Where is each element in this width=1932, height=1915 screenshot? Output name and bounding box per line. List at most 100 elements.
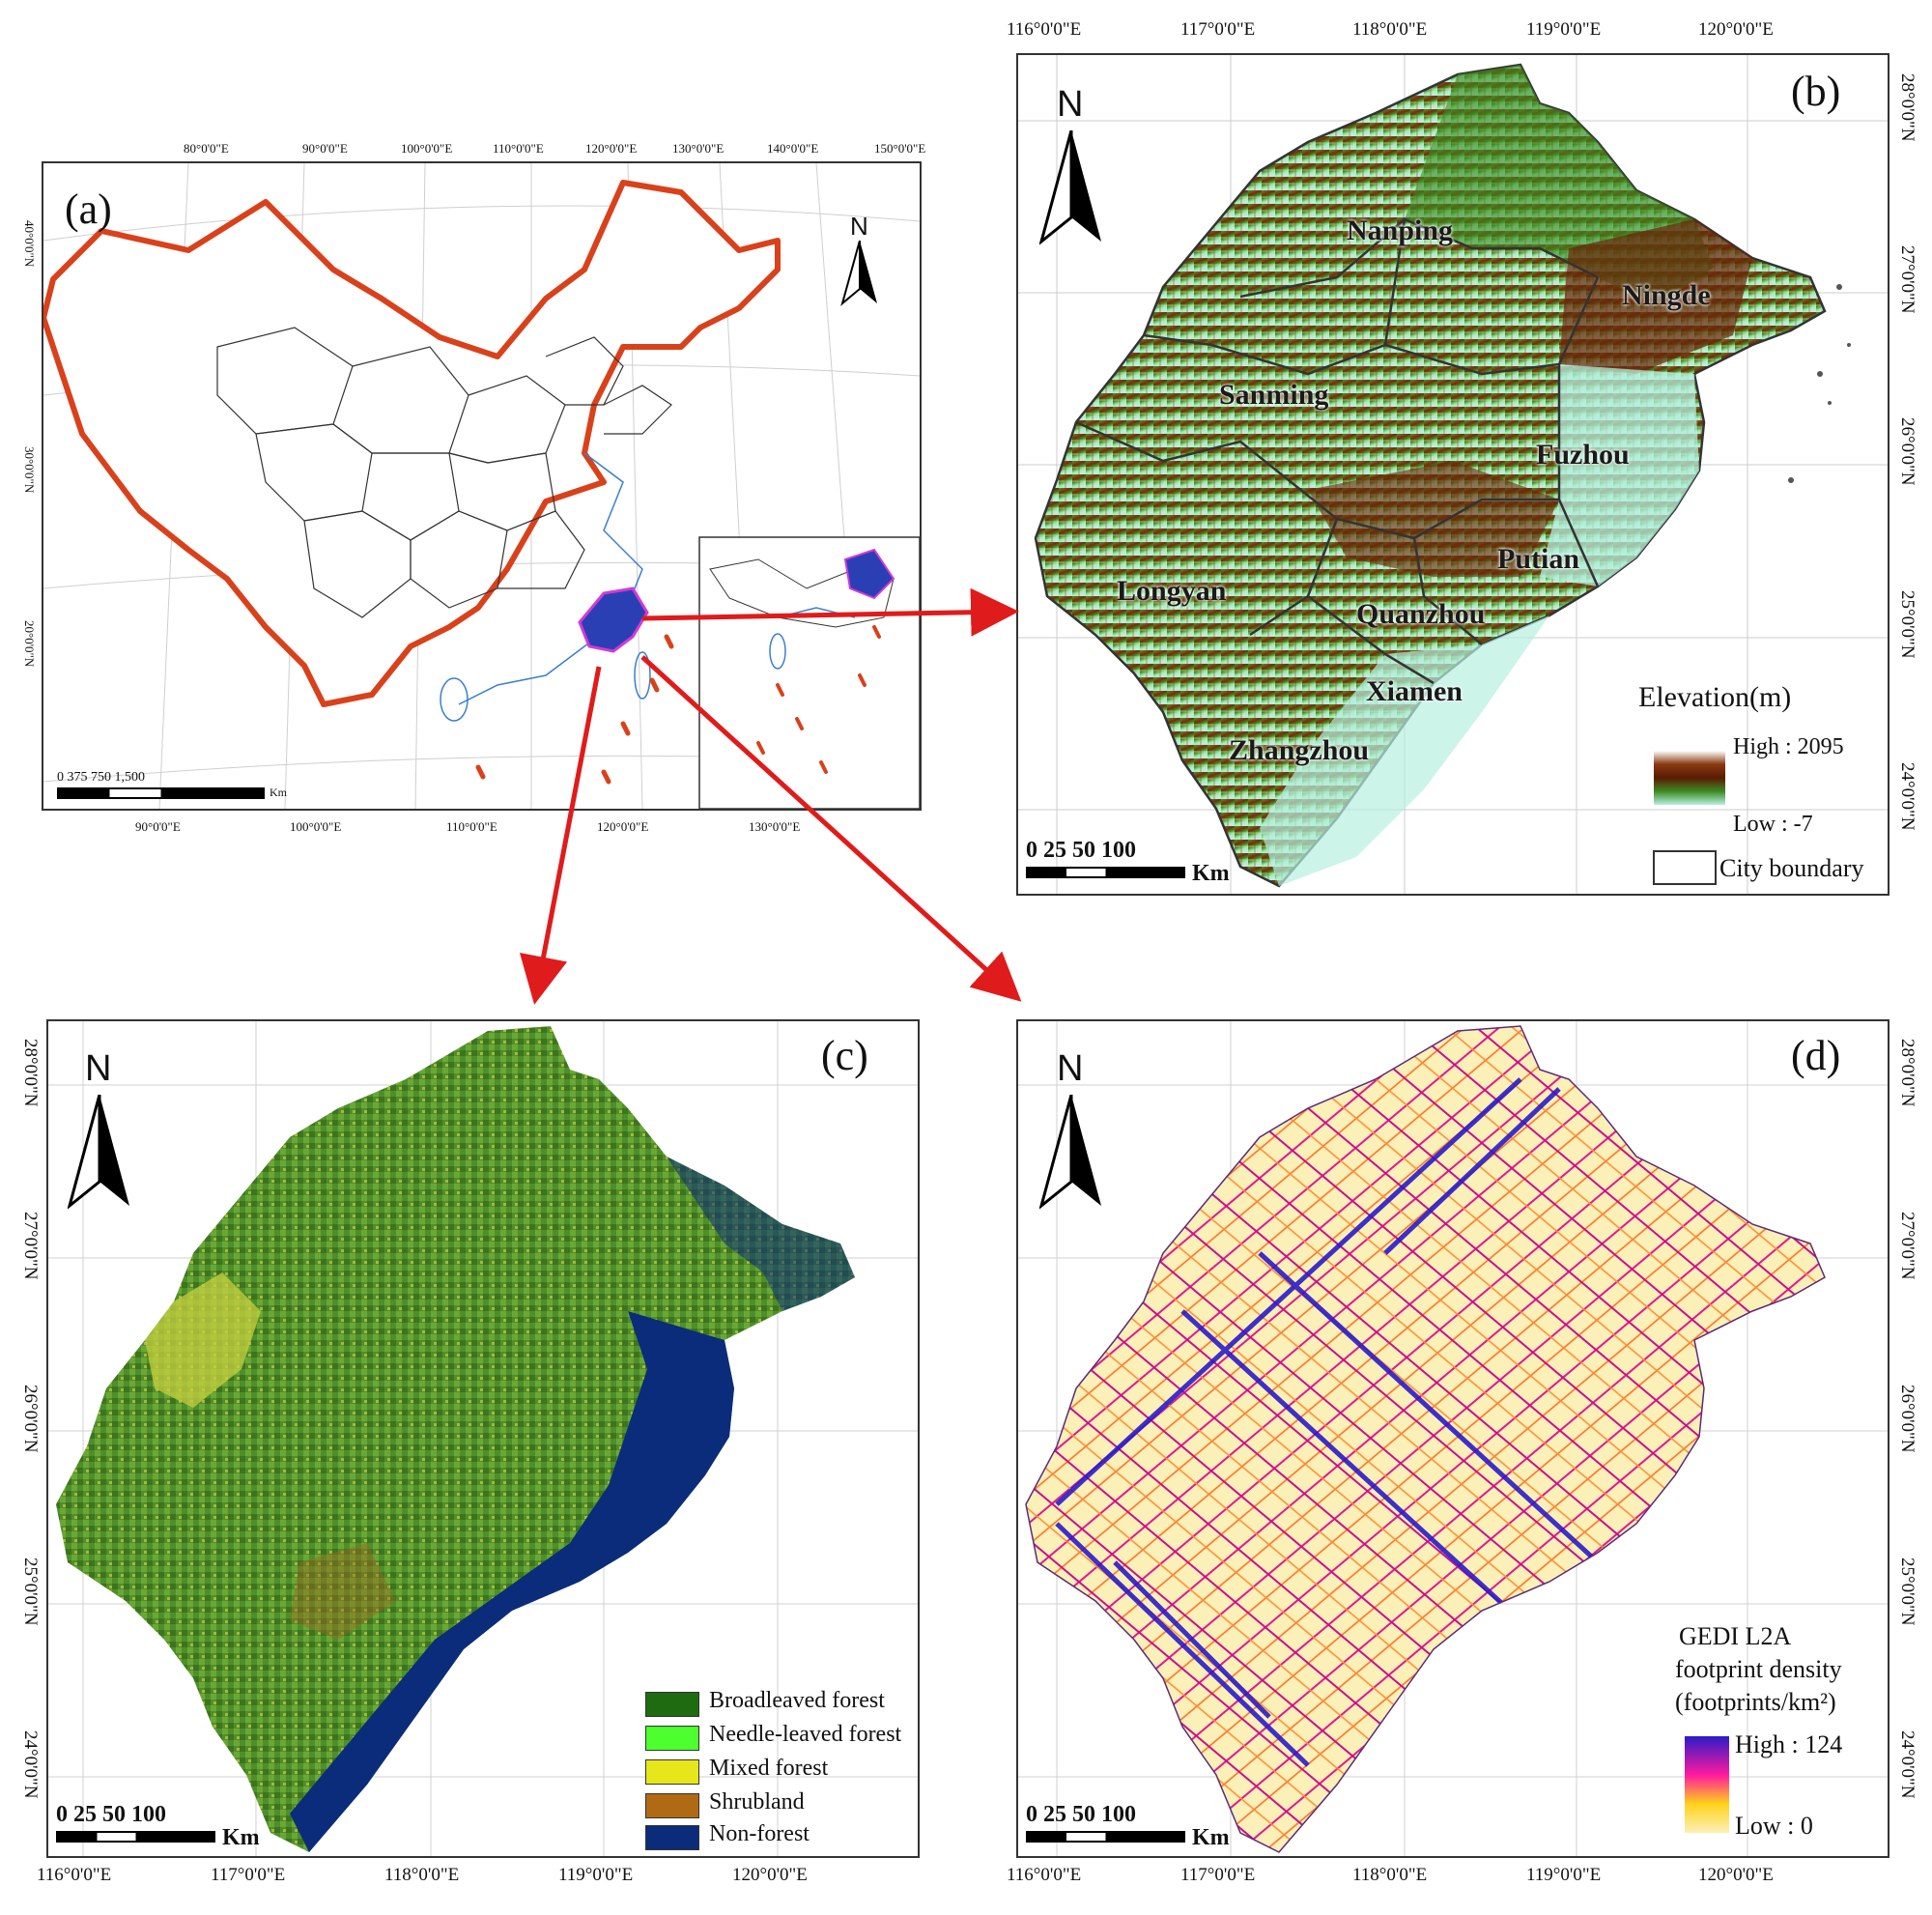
- panel-c-bottom-tick: 120°0'0"E: [732, 1865, 808, 1885]
- elevation-legend-low: Low : -7: [1733, 812, 1813, 837]
- panel-b-top-tick: 119°0'0"E: [1526, 19, 1602, 40]
- panel-c-left-tick: 28°0'0"N: [20, 1039, 41, 1107]
- panel-d-right-tick: 25°0'0"N: [1897, 1558, 1918, 1626]
- panel-a-top-tick: 90°0'0"E: [302, 141, 348, 156]
- panel-c-bottom-tick: 117°0'0"E: [211, 1865, 286, 1885]
- panel-d-gedi-density-map: (d) N GEDI L2A footprint density (footpr…: [1016, 1019, 1889, 1858]
- scale-numbers: 0 25 50 100: [56, 1802, 166, 1827]
- density-legend-low: Low : 0: [1735, 1812, 1813, 1840]
- panel-c-north-arrow: N: [68, 1048, 135, 1213]
- north-label: N: [1057, 84, 1084, 125]
- panel-d-bottom-tick: 117°0'0"E: [1180, 1865, 1256, 1885]
- forest-map-svg: [48, 1021, 918, 1856]
- panel-a-left-tick: 20°0'0"N: [22, 620, 37, 668]
- city-boundaries: [1075, 217, 1600, 685]
- legend-swatch-mixed: [645, 1759, 699, 1785]
- panel-b-top-tick: 120°0'0"E: [1698, 19, 1774, 40]
- scale-numbers: 0 375 750 1,500: [57, 770, 145, 785]
- panel-d-right-tick: 24°0'0"N: [1897, 1730, 1918, 1799]
- panel-c-bottom-tick: 116°0'0"E: [37, 1865, 112, 1885]
- north-arrow-icon: [68, 1095, 129, 1210]
- north-label: N: [1057, 1048, 1084, 1089]
- north-arrow-icon: [840, 241, 877, 306]
- density-legend-title: (footprints/km²): [1675, 1688, 1836, 1716]
- north-arrow-icon: [1039, 1095, 1101, 1210]
- city-boundary-legend: City boundary: [1719, 854, 1864, 882]
- panel-a-top-tick: 120°0'0"E: [585, 141, 638, 156]
- gedi-density-svg: [1018, 1021, 1888, 1856]
- panel-a-top-tick: 140°0'0"E: [767, 141, 819, 156]
- panel-a-bottom-tick: 110°0'0"E: [446, 819, 497, 834]
- panel-d-north-arrow: N: [1039, 1048, 1107, 1213]
- city-label-zhangzhou: Zhangzhou: [1229, 734, 1370, 766]
- panel-b-right-tick: 24°0'0"N: [1897, 762, 1918, 831]
- legend-label-non-forest: Non-forest: [709, 1821, 810, 1846]
- scale-bar-graphic: [1026, 867, 1185, 878]
- panel-b-label: (b): [1791, 68, 1841, 115]
- panel-a-bottom-tick: 120°0'0"E: [597, 819, 649, 834]
- panel-d-right-tick: 26°0'0"N: [1897, 1385, 1918, 1453]
- city-label-ningde: Ningde: [1622, 279, 1711, 311]
- scale-numbers: 0 25 50 100: [1026, 1802, 1136, 1827]
- city-boundary-swatch: [1653, 850, 1717, 885]
- panel-c-label: (c): [821, 1032, 868, 1079]
- panel-c-bottom-tick: 119°0'0"E: [558, 1865, 634, 1885]
- panel-d-bottom-tick: 116°0'0"E: [1007, 1865, 1082, 1885]
- elevation-map-svg: [1018, 55, 1888, 894]
- scale-numbers: 0 25 50 100: [1026, 838, 1136, 863]
- city-label-nanping: Nanping: [1347, 214, 1454, 246]
- panel-a-scale-bar: 0 375 750 1,500 Km: [57, 770, 327, 805]
- density-legend-high: High : 124: [1735, 1730, 1843, 1758]
- north-arrow-icon: [1039, 130, 1101, 245]
- elevation-legend-title: Elevation(m): [1638, 681, 1792, 713]
- panel-a-top-tick: 100°0'0"E: [401, 141, 453, 156]
- panel-b-scale-bar: 0 25 50 100 Km: [1026, 838, 1248, 888]
- panel-a-bottom-tick: 100°0'0"E: [290, 819, 342, 834]
- city-label-putian: Putian: [1497, 543, 1580, 575]
- panel-c-forest-type-map: (c) N Broadleaved forest Needle-leaved f…: [46, 1019, 920, 1858]
- scale-unit: Km: [1192, 1825, 1230, 1850]
- scale-unit: Km: [1192, 861, 1230, 886]
- panel-b-right-tick: 26°0'0"N: [1897, 417, 1918, 486]
- panel-d-right-tick: 27°0'0"N: [1897, 1212, 1918, 1280]
- scale-bar-graphic: [1026, 1831, 1185, 1843]
- legend-swatch-non-forest: [645, 1825, 699, 1850]
- fujian-forest: [56, 1026, 855, 1852]
- panel-a-left-tick: 30°0'0"N: [22, 446, 37, 494]
- legend-label-shrubland: Shrubland: [709, 1789, 805, 1815]
- panel-b-right-tick: 25°0'0"N: [1897, 590, 1918, 659]
- panel-b-top-tick: 117°0'0"E: [1180, 19, 1256, 40]
- panel-d-label: (d): [1791, 1032, 1841, 1079]
- panel-c-left-tick: 25°0'0"N: [20, 1558, 41, 1626]
- forest-legend: Broadleaved forest Needle-leaved forest …: [645, 1688, 901, 1852]
- panel-a-top-tick: 130°0'0"E: [672, 141, 724, 156]
- panel-b-north-arrow: N: [1039, 84, 1107, 248]
- legend-swatch-broadleaved: [645, 1692, 699, 1717]
- legend-label-mixed: Mixed forest: [709, 1756, 829, 1781]
- north-label: N: [850, 212, 868, 241]
- panel-a-label: (a): [65, 186, 112, 233]
- panel-b-top-tick: 116°0'0"E: [1007, 19, 1082, 40]
- panel-c-left-tick: 26°0'0"N: [20, 1385, 41, 1453]
- panel-a-top-tick: 110°0'0"E: [493, 141, 544, 156]
- fujian-outline: [1025, 1025, 1826, 1853]
- panel-a-top-tick: 150°0'0"E: [874, 141, 926, 156]
- panel-d-bottom-tick: 119°0'0"E: [1526, 1865, 1602, 1885]
- panel-a-top-tick: 80°0'0"E: [184, 141, 229, 156]
- panel-a-bottom-tick: 90°0'0"E: [135, 819, 181, 834]
- city-label-fuzhou: Fuzhou: [1536, 439, 1630, 471]
- city-label-longyan: Longyan: [1117, 575, 1227, 607]
- density-legend-title: footprint density: [1675, 1655, 1842, 1683]
- china-outline: [43, 180, 781, 707]
- scale-unit: Km: [222, 1825, 260, 1850]
- scale-bar-graphic: [57, 787, 265, 799]
- legend-swatch-needle-leaved: [645, 1726, 699, 1751]
- panel-c-left-tick: 24°0'0"N: [20, 1730, 41, 1799]
- panel-a-china-map: (a) N 0 375 750 1,500 Km: [42, 161, 922, 811]
- panel-b-elevation-map: (b) N Nanping Ningde Sanming Fuzhou Puti…: [1016, 53, 1889, 896]
- panel-b-right-tick: 28°0'0"N: [1897, 73, 1918, 142]
- china-map-svg: [43, 163, 920, 809]
- panel-d-right-tick: 28°0'0"N: [1897, 1039, 1918, 1107]
- panel-d-bottom-tick: 120°0'0"E: [1698, 1865, 1774, 1885]
- panel-d-bottom-tick: 118°0'0"E: [1352, 1865, 1428, 1885]
